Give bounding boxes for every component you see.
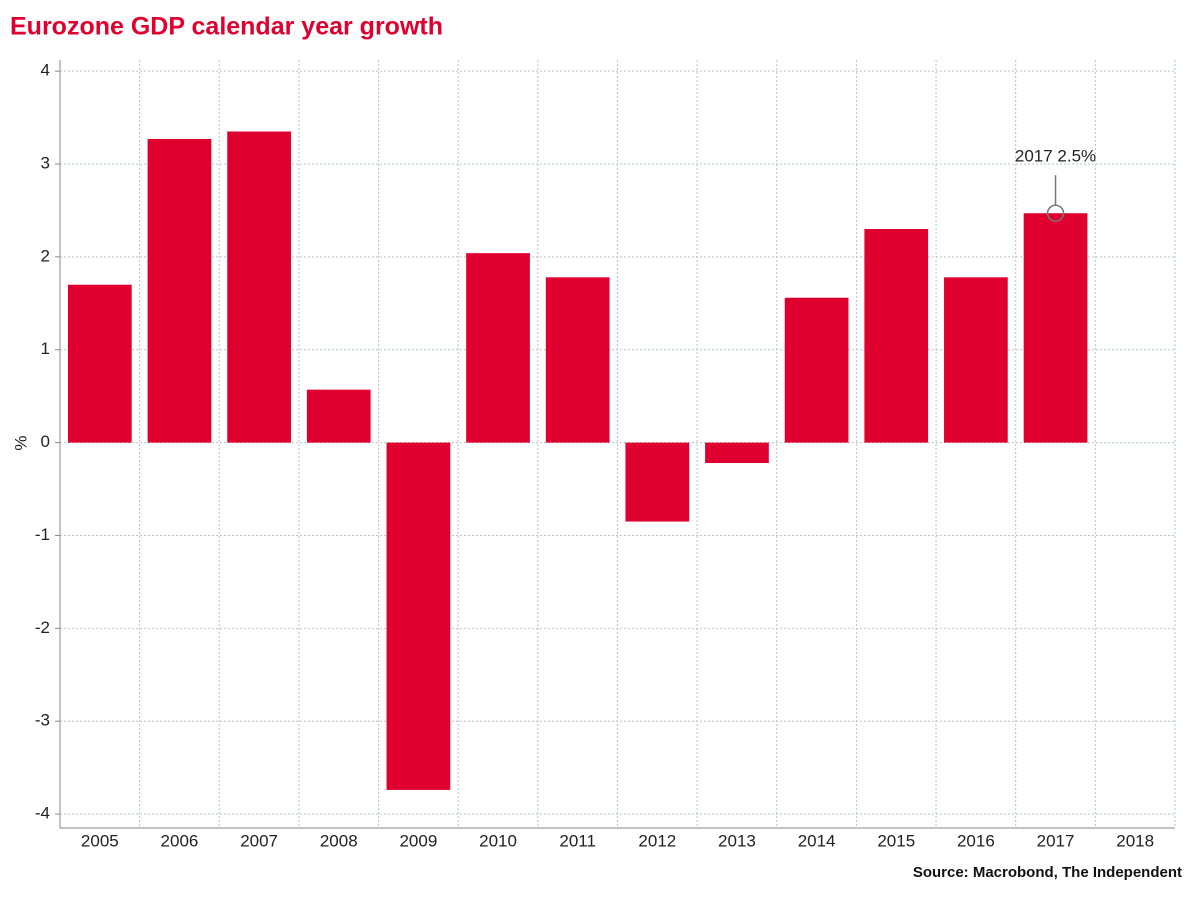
x-tick-label: 2006 <box>161 831 199 850</box>
x-tick-label: 2013 <box>718 831 756 850</box>
bar <box>784 297 849 443</box>
x-tick-label: 2011 <box>559 831 596 850</box>
source: Source: Macrobond, The Independent <box>913 864 1182 881</box>
annotation-label: 2017 2.5% <box>1015 147 1096 166</box>
x-tick-label: 2016 <box>957 831 995 850</box>
bar <box>466 253 530 443</box>
y-tick-label: -1 <box>35 525 50 544</box>
bar <box>147 138 212 443</box>
x-tick-label: 2015 <box>877 831 915 850</box>
x-tick-label: 2010 <box>479 831 517 850</box>
bar <box>227 131 291 443</box>
bar <box>944 277 1008 443</box>
bar <box>67 284 132 443</box>
annotation-marker <box>1046 204 1065 222</box>
bar <box>625 442 690 522</box>
x-tick-label: 2005 <box>81 831 119 850</box>
y-tick-label: 4 <box>41 61 50 80</box>
y-tick-label: -3 <box>35 711 50 730</box>
y-tick-label: 0 <box>41 432 50 451</box>
bar <box>306 389 371 443</box>
y-tick-label: 1 <box>41 339 50 358</box>
bar <box>1023 213 1088 443</box>
x-tick-label: 2014 <box>798 831 836 850</box>
x-tick-label: 2018 <box>1116 831 1154 850</box>
y-tick-label: -4 <box>35 804 50 823</box>
x-tick-label: 2017 <box>1037 831 1075 850</box>
x-tick-label: 2008 <box>320 831 358 850</box>
bar <box>705 442 769 464</box>
x-tick-label: 2007 <box>240 831 278 850</box>
y-tick-label: 2 <box>41 246 50 265</box>
y-tick-label: -2 <box>35 618 50 637</box>
bar <box>545 277 610 443</box>
y-tick-label: 3 <box>41 153 50 172</box>
chart-title: Eurozone GDP calendar year growth <box>10 13 443 41</box>
x-tick-label: 2009 <box>399 831 437 850</box>
x-tick-label: 2012 <box>638 831 676 850</box>
bar <box>386 442 451 790</box>
bar <box>864 229 929 443</box>
y-axis-label: % <box>11 435 30 450</box>
